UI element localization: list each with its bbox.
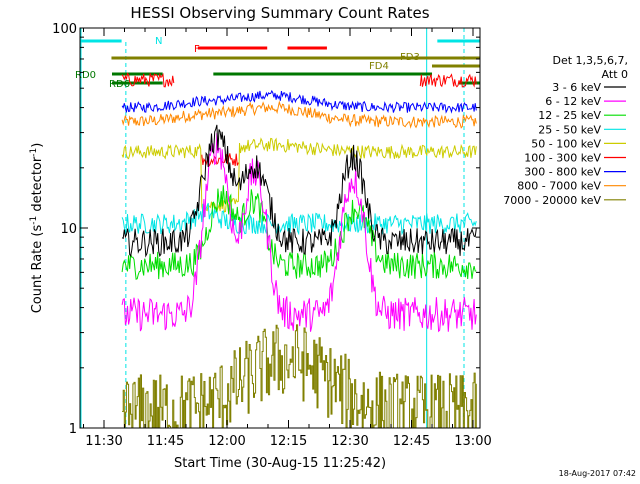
x-tick-label: 11:30 <box>85 434 122 449</box>
plot-area: N F FD3 FD4 RD0 RD6 <box>75 28 480 428</box>
series-line-6-12-kev <box>121 133 477 333</box>
legend-label: 25 - 50 keV <box>538 123 601 136</box>
x-tick-label: 12:00 <box>208 434 245 449</box>
series-line-25-50-kev <box>121 202 477 236</box>
legend-label: 100 - 300 keV <box>524 152 601 165</box>
x-tick-label: 12:45 <box>393 434 430 449</box>
x-axis-label: Start Time (30-Aug-15 11:25:42) <box>174 456 386 471</box>
chart-title: HESSI Observing Summary Count Rates <box>130 4 429 22</box>
flag-label-rd0: RD0 <box>75 70 96 81</box>
legend-label: 800 - 7000 keV <box>517 180 601 193</box>
series-line-800-7000-kev <box>121 100 477 129</box>
x-tick-label: 11:45 <box>147 434 184 449</box>
series-line-300-800-kev <box>121 89 477 114</box>
series-line-3-6-kev <box>121 124 477 258</box>
y-tick-label: 100 <box>52 22 77 37</box>
x-tick-label: 12:30 <box>331 434 368 449</box>
flag-label-fd3: FD3 <box>400 52 420 63</box>
legend-attenuator: Att 0 <box>602 68 628 81</box>
y-axis-label-end: ) <box>30 143 45 148</box>
flag-label-rd6: RD6 <box>109 79 130 90</box>
y-axis-label-sup1: -1 <box>29 216 39 225</box>
flag-label-n: N <box>155 36 162 47</box>
series-line-50-100-kev <box>121 137 477 214</box>
y-axis-label: Count Rate (s-1 detector-1) <box>29 143 45 314</box>
series-line-12-25-kev <box>121 185 477 280</box>
y-tick-label: 10 <box>60 222 77 237</box>
y-axis-label-mid: detector <box>30 156 45 216</box>
legend-title: Det 1,3,5,6,7, <box>552 54 628 67</box>
legend-label: 12 - 25 keV <box>538 109 601 122</box>
axes: 11:30 11:45 12:00 12:15 12:30 12:45 13:00 1 10 10… <box>52 22 492 449</box>
generation-timestamp: 18-Aug-2017 07:42 <box>559 469 636 478</box>
y-axis-label-main: Count Rate (s <box>30 225 45 314</box>
x-tick-label: 13:00 <box>454 434 491 449</box>
flag-label-fd4: FD4 <box>369 61 389 72</box>
flag-label-f: F <box>194 44 200 55</box>
series-line-7000-20000-kev <box>122 324 477 428</box>
y-axis-label-sup2: -1 <box>29 148 39 157</box>
legend-label: 6 - 12 keV <box>545 95 601 108</box>
legend-label: 300 - 800 keV <box>524 166 601 179</box>
plot-content <box>80 28 480 428</box>
legend-label: 3 - 6 keV <box>552 81 601 94</box>
legend-label: 50 - 100 keV <box>531 137 601 150</box>
y-tick-label: 1 <box>69 422 77 437</box>
x-tick-label: 12:15 <box>270 434 307 449</box>
legend-label: 7000 - 20000 keV <box>503 194 601 207</box>
